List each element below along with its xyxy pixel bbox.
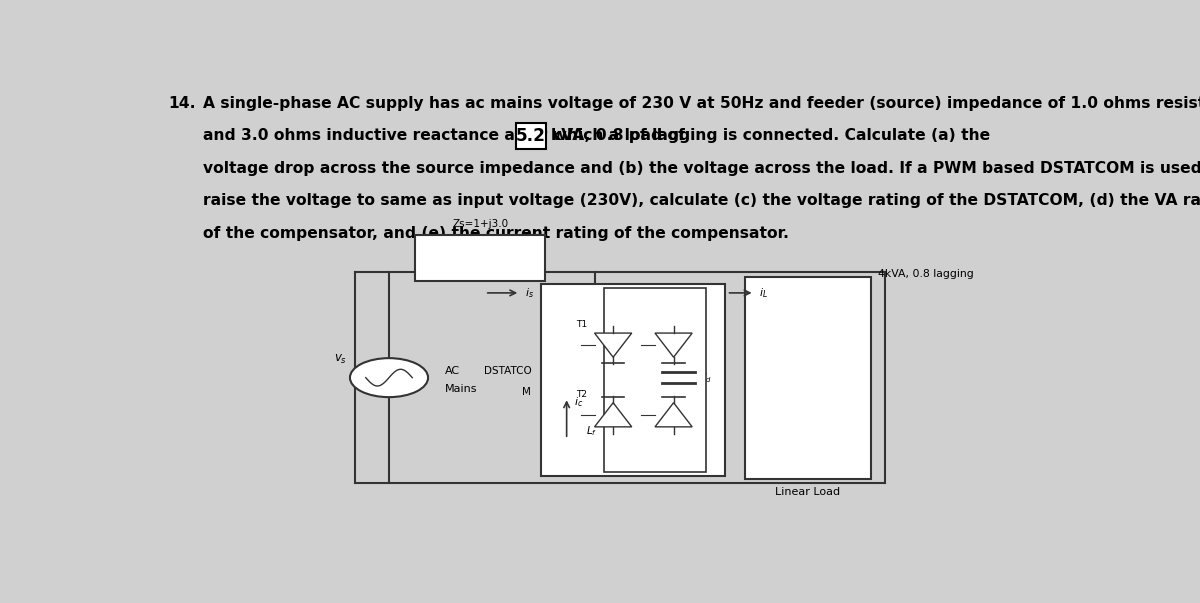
Text: $C_d$: $C_d$ [698, 371, 712, 385]
Text: 4kVA, 0.8 lagging: 4kVA, 0.8 lagging [878, 270, 974, 279]
Text: 14.: 14. [168, 96, 197, 111]
Text: A single-phase AC supply has ac mains voltage of 230 V at 50Hz and feeder (sourc: A single-phase AC supply has ac mains vo… [203, 96, 1200, 111]
Text: T2: T2 [576, 390, 587, 399]
Text: AC: AC [445, 365, 460, 376]
Text: kVA, 0.8 pf lagging is connected. Calculate (a) the: kVA, 0.8 pf lagging is connected. Calcul… [551, 128, 990, 144]
Text: voltage drop across the source impedance and (b) the voltage across the load. If: voltage drop across the source impedance… [203, 161, 1200, 176]
Polygon shape [655, 403, 692, 427]
Text: M: M [522, 387, 532, 397]
Text: T3: T3 [636, 320, 648, 329]
Text: T1: T1 [576, 320, 587, 329]
Bar [516, 123, 546, 149]
Text: DSTATCO: DSTATCO [484, 365, 532, 376]
Text: $v_s$: $v_s$ [334, 353, 347, 365]
Bar [604, 288, 706, 472]
Polygon shape [655, 333, 692, 357]
Text: of the compensator, and (e) the current rating of the compensator.: of the compensator, and (e) the current … [203, 226, 790, 241]
Circle shape [350, 358, 428, 397]
Text: Mains: Mains [445, 384, 478, 394]
Text: $i_c$: $i_c$ [574, 395, 583, 409]
Polygon shape [594, 403, 631, 427]
Text: Zs=1+j3.0: Zs=1+j3.0 [452, 219, 509, 229]
Bar [745, 277, 871, 479]
Text: T4: T4 [636, 390, 648, 399]
Text: 5.2: 5.2 [516, 127, 546, 145]
Polygon shape [594, 333, 631, 357]
Text: $L_f$: $L_f$ [586, 424, 598, 438]
Text: $i_L$: $i_L$ [760, 286, 768, 300]
Text: raise the voltage to same as input voltage (230V), calculate (c) the voltage rat: raise the voltage to same as input volta… [203, 194, 1200, 209]
Bar [540, 283, 725, 476]
Text: Linear Load: Linear Load [775, 487, 840, 497]
Text: and 3.0 ohms inductive reactance after which a load of: and 3.0 ohms inductive reactance after w… [203, 128, 690, 144]
Text: $i_s$: $i_s$ [524, 286, 534, 300]
Bar [415, 235, 545, 281]
